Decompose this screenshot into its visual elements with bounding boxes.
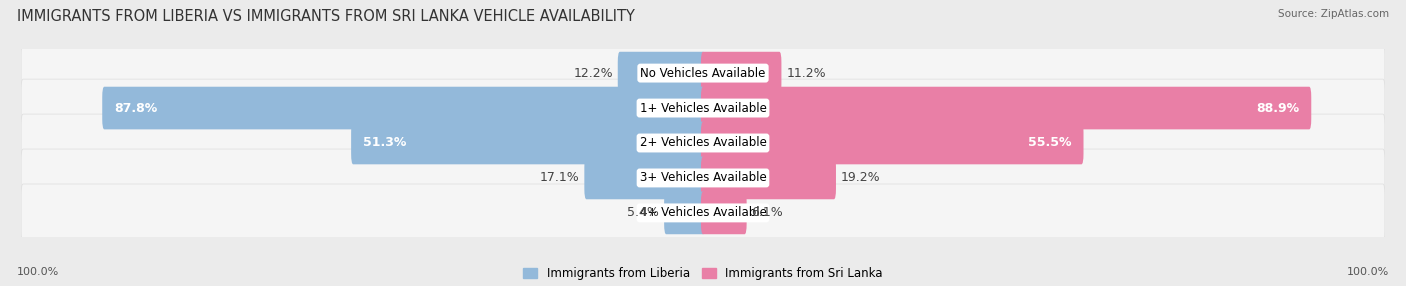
FancyBboxPatch shape xyxy=(21,149,1385,207)
Text: IMMIGRANTS FROM LIBERIA VS IMMIGRANTS FROM SRI LANKA VEHICLE AVAILABILITY: IMMIGRANTS FROM LIBERIA VS IMMIGRANTS FR… xyxy=(17,9,634,23)
Text: 100.0%: 100.0% xyxy=(17,267,59,277)
Legend: Immigrants from Liberia, Immigrants from Sri Lanka: Immigrants from Liberia, Immigrants from… xyxy=(523,267,883,280)
Text: 5.4%: 5.4% xyxy=(627,206,659,219)
FancyBboxPatch shape xyxy=(585,157,704,199)
Text: 51.3%: 51.3% xyxy=(363,136,406,150)
Text: 6.1%: 6.1% xyxy=(751,206,783,219)
FancyBboxPatch shape xyxy=(702,122,1084,164)
Text: 4+ Vehicles Available: 4+ Vehicles Available xyxy=(640,206,766,219)
Text: 11.2%: 11.2% xyxy=(786,67,825,80)
FancyBboxPatch shape xyxy=(21,79,1385,137)
Text: 100.0%: 100.0% xyxy=(1347,267,1389,277)
Text: 2+ Vehicles Available: 2+ Vehicles Available xyxy=(640,136,766,150)
FancyBboxPatch shape xyxy=(664,192,704,234)
FancyBboxPatch shape xyxy=(702,157,837,199)
FancyBboxPatch shape xyxy=(21,114,1385,172)
Text: Source: ZipAtlas.com: Source: ZipAtlas.com xyxy=(1278,9,1389,19)
FancyBboxPatch shape xyxy=(617,52,704,94)
Text: 12.2%: 12.2% xyxy=(574,67,613,80)
Text: 3+ Vehicles Available: 3+ Vehicles Available xyxy=(640,171,766,184)
Text: 1+ Vehicles Available: 1+ Vehicles Available xyxy=(640,102,766,115)
FancyBboxPatch shape xyxy=(352,122,704,164)
Text: 55.5%: 55.5% xyxy=(1028,136,1071,150)
Text: 87.8%: 87.8% xyxy=(114,102,157,115)
FancyBboxPatch shape xyxy=(21,184,1385,242)
FancyBboxPatch shape xyxy=(103,87,704,129)
FancyBboxPatch shape xyxy=(702,52,782,94)
FancyBboxPatch shape xyxy=(702,192,747,234)
FancyBboxPatch shape xyxy=(21,44,1385,102)
Text: 17.1%: 17.1% xyxy=(540,171,579,184)
Text: 88.9%: 88.9% xyxy=(1256,102,1299,115)
Text: No Vehicles Available: No Vehicles Available xyxy=(640,67,766,80)
Text: 19.2%: 19.2% xyxy=(841,171,880,184)
FancyBboxPatch shape xyxy=(702,87,1312,129)
